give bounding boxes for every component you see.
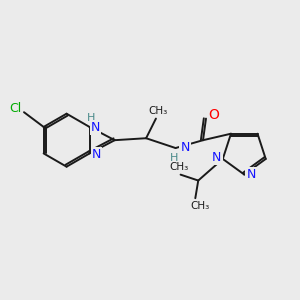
- Text: N: N: [246, 168, 256, 181]
- Text: N: N: [92, 148, 101, 161]
- Text: H: H: [169, 153, 178, 163]
- Text: Cl: Cl: [9, 102, 21, 115]
- Text: H: H: [87, 113, 96, 123]
- Text: N: N: [91, 122, 100, 134]
- Text: CH₃: CH₃: [190, 201, 210, 211]
- Text: O: O: [208, 108, 219, 122]
- Text: CH₃: CH₃: [169, 162, 188, 172]
- Text: CH₃: CH₃: [148, 106, 167, 116]
- Text: N: N: [181, 141, 190, 154]
- Text: N: N: [212, 152, 222, 164]
